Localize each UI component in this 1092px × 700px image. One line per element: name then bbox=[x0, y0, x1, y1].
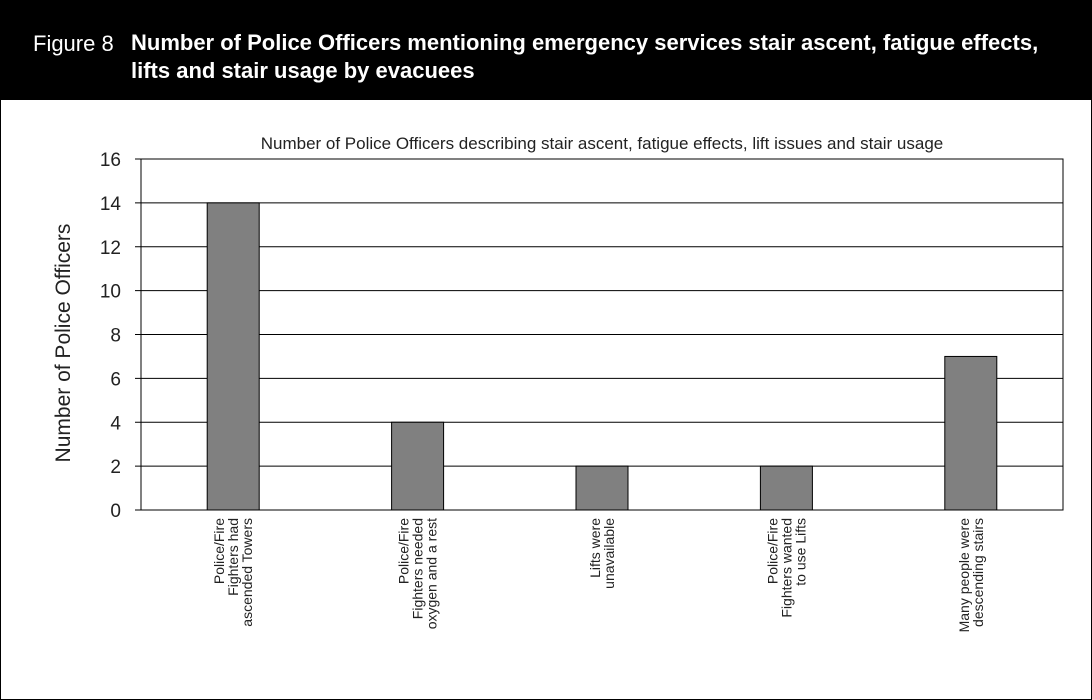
x-tick-label-line: Police/Fire bbox=[211, 518, 227, 584]
x-tick-label-line: Lifts were bbox=[587, 518, 603, 578]
y-tick-label: 6 bbox=[110, 369, 121, 390]
y-tick-label: 10 bbox=[100, 282, 121, 303]
y-tick-label: 16 bbox=[100, 150, 121, 171]
bar bbox=[206, 202, 260, 511]
y-tick-label: 0 bbox=[110, 501, 121, 522]
x-tick-label-line: Police/Fire bbox=[764, 518, 780, 584]
y-tick-label: 14 bbox=[100, 194, 122, 215]
bar bbox=[575, 465, 629, 511]
x-tick-label-line: to use Lifts bbox=[792, 518, 808, 586]
y-axis-label: Number of Police Officers bbox=[52, 224, 75, 463]
bar bbox=[391, 421, 445, 511]
y-tick-label: 8 bbox=[110, 326, 121, 347]
x-tick-label-line: Fighters needed bbox=[410, 518, 426, 619]
x-tick-label-line: ascended Towers bbox=[239, 518, 255, 627]
x-tick-label-line: oxygen and a rest bbox=[424, 518, 440, 629]
plot-area bbox=[140, 158, 1064, 511]
gridlines bbox=[141, 202, 1063, 467]
bar bbox=[759, 465, 813, 511]
bars bbox=[206, 202, 998, 511]
x-tick-label-line: Fighters wanted bbox=[778, 518, 794, 618]
bar bbox=[944, 355, 998, 511]
y-tick-labels: 0 2 4 6 8 10 12 14 16 bbox=[100, 150, 141, 522]
x-tick-label-line: Many people were bbox=[956, 518, 972, 633]
figure-label: Figure 8 bbox=[33, 31, 114, 56]
x-tick-label-line: unavailable bbox=[601, 518, 617, 589]
y-tick-label: 12 bbox=[100, 238, 121, 259]
y-tick-label: 4 bbox=[110, 413, 121, 434]
x-tick-label-line: Police/Fire bbox=[396, 518, 412, 584]
chart-title: Number of Police Officers describing sta… bbox=[261, 134, 944, 153]
figure-title: Number of Police Officers mentioning eme… bbox=[131, 30, 1039, 83]
figure-header: Figure 8 Number of Police Officers menti… bbox=[1, 1, 1091, 100]
x-tick-label-line: Fighters had bbox=[225, 518, 241, 596]
y-tick-label: 2 bbox=[110, 457, 121, 478]
x-tick-label-line: descending stairs bbox=[970, 518, 986, 627]
